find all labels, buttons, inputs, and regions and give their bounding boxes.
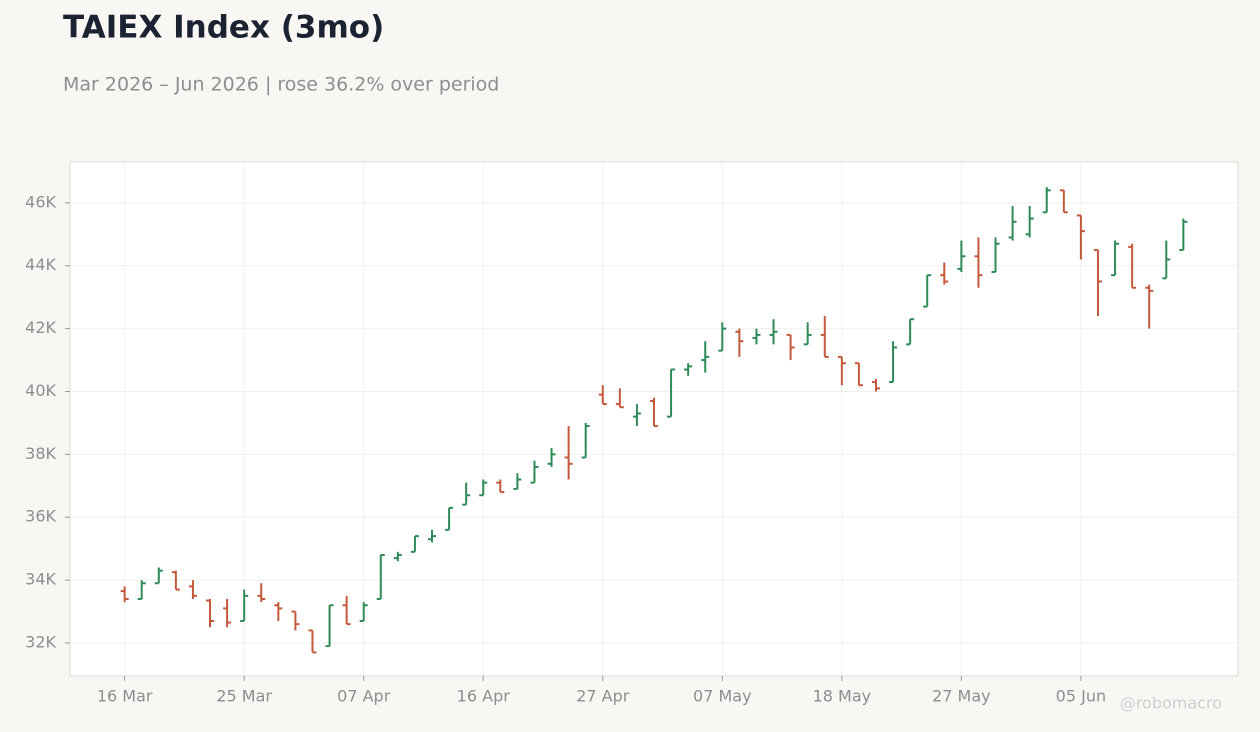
y-tick-label: 46K bbox=[25, 192, 56, 211]
y-tick-label: 40K bbox=[25, 381, 56, 400]
x-tick-label: 05 Jun bbox=[1056, 687, 1106, 706]
y-tick-label: 44K bbox=[25, 255, 56, 274]
y-tick-label: 32K bbox=[25, 632, 56, 651]
x-tick-label: 27 Apr bbox=[576, 687, 630, 706]
y-tick-label: 34K bbox=[25, 570, 56, 589]
x-tick-label: 07 May bbox=[693, 687, 752, 706]
y-tick-label: 36K bbox=[25, 507, 56, 526]
x-tick-label: 16 Mar bbox=[97, 687, 153, 706]
watermark: @robomacro bbox=[1120, 694, 1222, 713]
chart-subtitle: Mar 2026 – Jun 2026 | rose 36.2% over pe… bbox=[63, 74, 499, 96]
chart-title: TAIEX Index (3mo) bbox=[63, 10, 384, 46]
x-tick-label: 25 Mar bbox=[216, 687, 272, 706]
x-tick-label: 18 May bbox=[813, 687, 872, 706]
x-tick-label: 16 Apr bbox=[457, 687, 511, 706]
x-tick-label: 07 Apr bbox=[337, 687, 391, 706]
y-tick-label: 42K bbox=[25, 318, 56, 337]
y-tick-label: 38K bbox=[25, 444, 56, 463]
x-tick-label: 27 May bbox=[932, 687, 991, 706]
